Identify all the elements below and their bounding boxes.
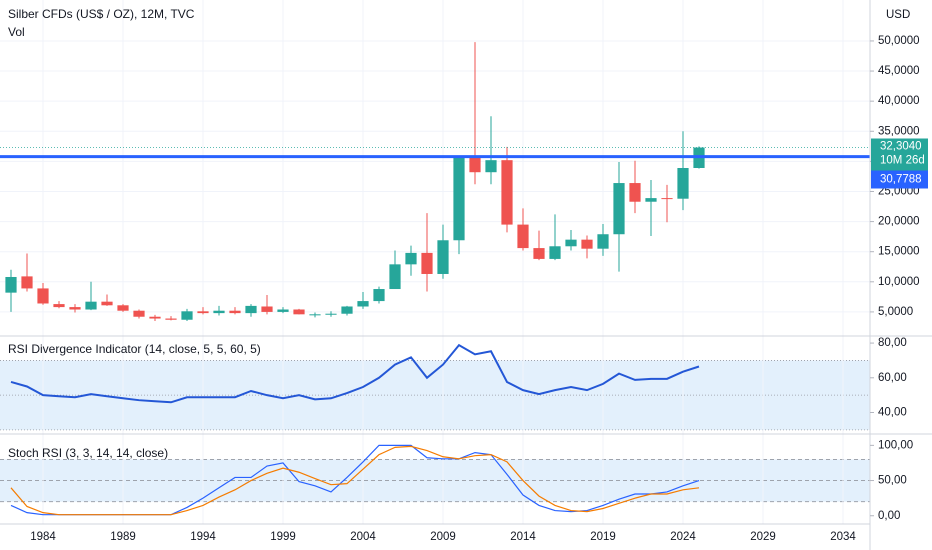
indicator-line bbox=[10, 445, 700, 516]
candle-body bbox=[261, 306, 273, 312]
bar-countdown: 10M 26d bbox=[880, 155, 925, 167]
hline-label-box bbox=[871, 170, 928, 189]
y-tick-label: 35,0000 bbox=[878, 125, 920, 137]
y-tick-label: 15,0000 bbox=[878, 246, 920, 258]
candle-body bbox=[645, 198, 657, 202]
y-tick-label: 60,00 bbox=[878, 372, 907, 384]
candle-body bbox=[133, 310, 145, 317]
x-tick-label: 2004 bbox=[350, 531, 376, 543]
candle-body bbox=[229, 310, 241, 314]
candle-body bbox=[357, 301, 369, 307]
y-tick-label: 0,00 bbox=[878, 510, 900, 522]
candle-body bbox=[5, 276, 17, 293]
candle-body bbox=[69, 307, 81, 310]
candle-body bbox=[245, 305, 257, 314]
x-tick-label: 1984 bbox=[30, 531, 56, 543]
candle-body bbox=[53, 304, 65, 308]
candle-body bbox=[277, 309, 289, 312]
indicator-title: RSI Divergence Indicator (14, close, 5, … bbox=[8, 342, 261, 356]
candle-body bbox=[469, 156, 481, 173]
candle-body bbox=[101, 301, 113, 306]
x-tick-label: 2024 bbox=[670, 531, 696, 543]
candle-body bbox=[437, 240, 449, 274]
candle-body bbox=[421, 252, 433, 274]
y-tick-label: 100,00 bbox=[878, 439, 913, 451]
candle-body bbox=[293, 309, 305, 315]
candle-body bbox=[181, 311, 193, 320]
x-tick-label: 1989 bbox=[110, 531, 136, 543]
candle-body bbox=[629, 183, 641, 202]
candle-body bbox=[533, 248, 545, 259]
x-tick-label: 1999 bbox=[270, 531, 296, 543]
candle-body bbox=[597, 234, 609, 249]
candle-body bbox=[373, 289, 385, 302]
candle-body bbox=[117, 305, 129, 311]
hline-label: 30,7788 bbox=[880, 174, 922, 186]
candle-body bbox=[149, 316, 161, 319]
candle-body bbox=[501, 160, 513, 225]
candle-body bbox=[85, 301, 97, 310]
candle-body bbox=[325, 313, 337, 315]
chart-title: Silber CFDs (US$ / OZ), 12M, TVC bbox=[8, 7, 195, 21]
indicator-line bbox=[10, 343, 700, 404]
y-tick-label: 40,00 bbox=[878, 407, 907, 419]
y-tick-label: 5,0000 bbox=[878, 306, 913, 318]
candle-body bbox=[517, 224, 529, 249]
y-tick-label: 10,0000 bbox=[878, 276, 920, 288]
candle-body bbox=[389, 264, 401, 290]
y-tick-label: 25,0000 bbox=[878, 186, 920, 198]
grid bbox=[0, 0, 870, 524]
candle-body bbox=[661, 198, 673, 200]
y-tick-label: 20,0000 bbox=[878, 216, 920, 228]
candle-body bbox=[197, 311, 209, 314]
y-tick-label: 45,0000 bbox=[878, 65, 920, 77]
currency-label: USD bbox=[886, 9, 910, 21]
candle-body bbox=[677, 168, 689, 199]
indicator-title: Stoch RSI (3, 3, 14, 14, close) bbox=[8, 446, 168, 460]
plot bbox=[0, 42, 870, 516]
candle-body bbox=[549, 246, 561, 259]
candle-body bbox=[613, 183, 625, 235]
candle-body bbox=[405, 252, 417, 265]
x-tick-label: 2014 bbox=[510, 531, 536, 543]
candle-body bbox=[213, 310, 225, 314]
candle-body bbox=[565, 239, 577, 247]
y-tick-label: 50,0000 bbox=[878, 35, 920, 47]
x-tick-label: 2019 bbox=[590, 531, 616, 543]
x-tick-label: 2034 bbox=[830, 531, 856, 543]
candle-body bbox=[485, 160, 497, 173]
x-tick-label: 1994 bbox=[190, 531, 216, 543]
y-tick-label: 50,00 bbox=[878, 475, 907, 487]
candle-body bbox=[341, 306, 353, 314]
candle-body bbox=[37, 288, 49, 304]
candle-body bbox=[165, 318, 177, 320]
volume-label: Vol bbox=[8, 25, 25, 39]
candle-body bbox=[581, 239, 593, 249]
y-tick-label: 80,00 bbox=[878, 337, 907, 349]
candle-body bbox=[309, 314, 321, 316]
axes: 5,000010,000015,000020,000025,000030,000… bbox=[30, 35, 928, 543]
y-tick-label: 40,0000 bbox=[878, 95, 920, 107]
price-label-box bbox=[871, 138, 928, 171]
last-price-label: 32,3040 bbox=[880, 141, 922, 153]
x-tick-label: 2029 bbox=[750, 531, 776, 543]
candle-body bbox=[21, 276, 33, 289]
candle-body bbox=[453, 156, 465, 241]
x-tick-label: 2009 bbox=[430, 531, 456, 543]
